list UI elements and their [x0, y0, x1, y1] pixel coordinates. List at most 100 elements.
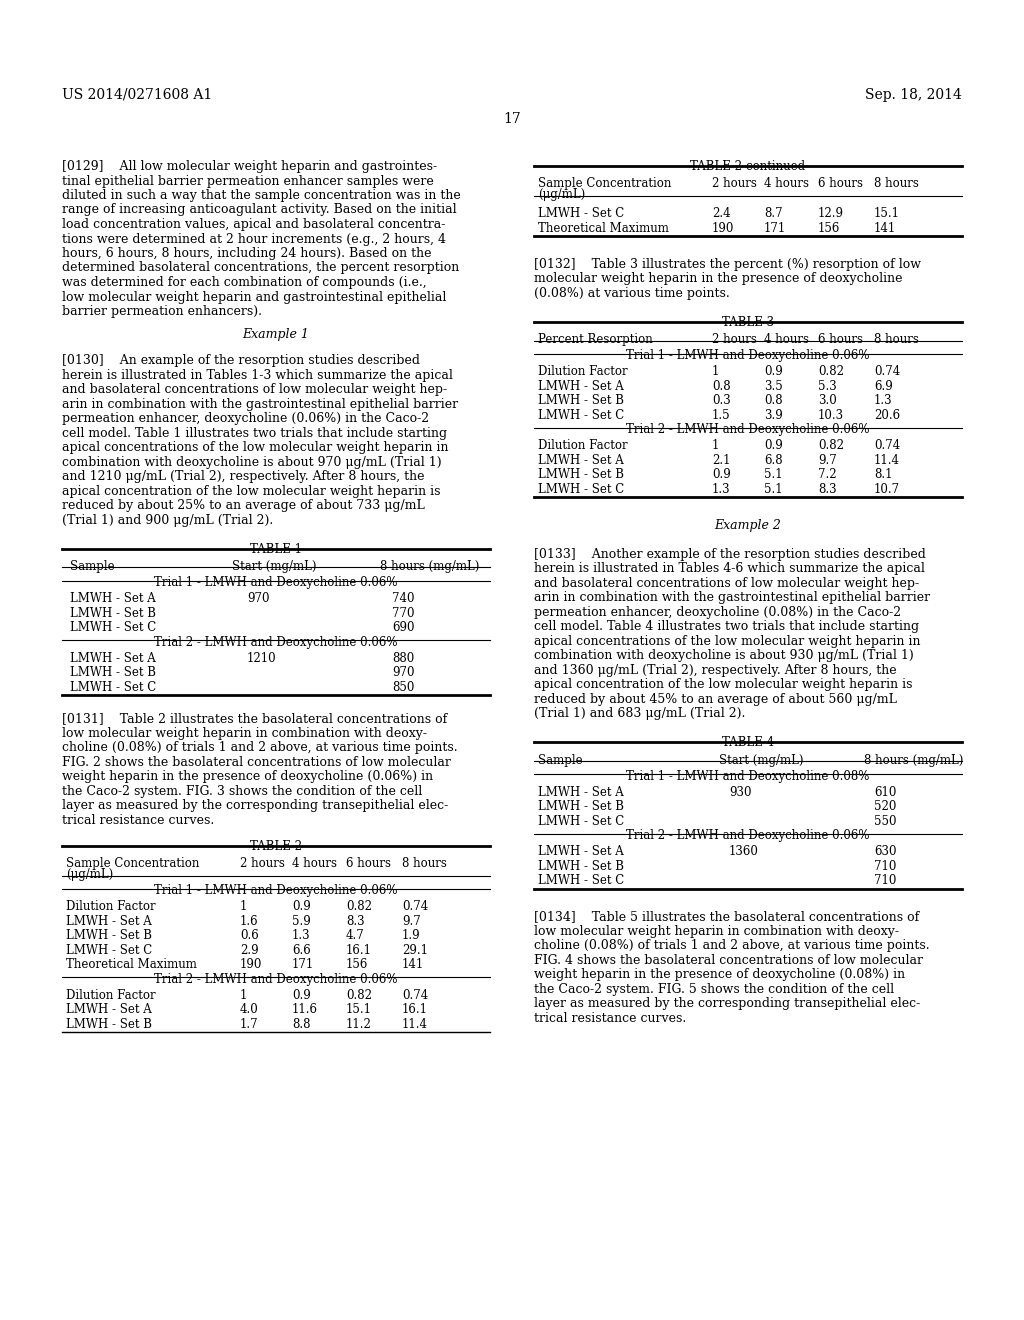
Text: 16.1: 16.1 — [346, 944, 372, 957]
Text: Dilution Factor: Dilution Factor — [538, 366, 628, 378]
Text: 630: 630 — [874, 845, 896, 858]
Text: 17: 17 — [503, 112, 521, 125]
Text: layer as measured by the corresponding transepithelial elec-: layer as measured by the corresponding t… — [62, 800, 449, 812]
Text: 6.6: 6.6 — [292, 944, 310, 957]
Text: 610: 610 — [874, 785, 896, 799]
Text: TABLE 1: TABLE 1 — [250, 543, 302, 556]
Text: 11.2: 11.2 — [346, 1018, 372, 1031]
Text: permeation enhancer, deoxycholine (0.06%) in the Caco-2: permeation enhancer, deoxycholine (0.06%… — [62, 412, 429, 425]
Text: LMWH - Set B: LMWH - Set B — [538, 800, 624, 813]
Text: 141: 141 — [402, 958, 424, 972]
Text: barrier permeation enhancers).: barrier permeation enhancers). — [62, 305, 262, 318]
Text: (Trial 1) and 683 μg/mL (Trial 2).: (Trial 1) and 683 μg/mL (Trial 2). — [534, 708, 745, 721]
Text: [0129]    All low molecular weight heparin and gastrointes-: [0129] All low molecular weight heparin … — [62, 160, 437, 173]
Text: Sample: Sample — [538, 754, 583, 767]
Text: permeation enhancer, deoxycholine (0.08%) in the Caco-2: permeation enhancer, deoxycholine (0.08%… — [534, 606, 901, 619]
Text: 1.6: 1.6 — [240, 915, 259, 928]
Text: 29.1: 29.1 — [402, 944, 428, 957]
Text: and 1360 μg/mL (Trial 2), respectively. After 8 hours, the: and 1360 μg/mL (Trial 2), respectively. … — [534, 664, 897, 677]
Text: reduced by about 45% to an average of about 560 μg/mL: reduced by about 45% to an average of ab… — [534, 693, 897, 706]
Text: 1360: 1360 — [729, 845, 759, 858]
Text: LMWH - Set C: LMWH - Set C — [66, 944, 153, 957]
Text: 0.82: 0.82 — [818, 366, 844, 378]
Text: LMWH - Set B: LMWH - Set B — [66, 929, 152, 942]
Text: 12.9: 12.9 — [818, 207, 844, 220]
Text: 2.4: 2.4 — [712, 207, 731, 220]
Text: LMWH - Set A: LMWH - Set A — [66, 1003, 152, 1016]
Text: 970: 970 — [392, 667, 415, 678]
Text: 6 hours: 6 hours — [818, 177, 863, 190]
Text: 690: 690 — [392, 622, 415, 634]
Text: and basolateral concentrations of low molecular weight hep-: and basolateral concentrations of low mo… — [62, 383, 447, 396]
Text: layer as measured by the corresponding transepithelial elec-: layer as measured by the corresponding t… — [534, 998, 921, 1010]
Text: 9.7: 9.7 — [402, 915, 421, 928]
Text: 4 hours: 4 hours — [764, 333, 809, 346]
Text: 6 hours: 6 hours — [818, 333, 863, 346]
Text: apical concentration of the low molecular weight heparin is: apical concentration of the low molecula… — [62, 484, 440, 498]
Text: 0.74: 0.74 — [402, 989, 428, 1002]
Text: 16.1: 16.1 — [402, 1003, 428, 1016]
Text: Theoretical Maximum: Theoretical Maximum — [66, 958, 197, 972]
Text: 0.8: 0.8 — [712, 380, 731, 392]
Text: LMWH - Set C: LMWH - Set C — [538, 814, 625, 828]
Text: 2 hours: 2 hours — [712, 333, 757, 346]
Text: 20.6: 20.6 — [874, 409, 900, 421]
Text: 8 hours (mg/mL): 8 hours (mg/mL) — [380, 560, 479, 573]
Text: 0.9: 0.9 — [712, 469, 731, 480]
Text: 5.1: 5.1 — [764, 483, 782, 495]
Text: choline (0.08%) of trials 1 and 2 above, at various time points.: choline (0.08%) of trials 1 and 2 above,… — [534, 940, 930, 952]
Text: Percent Resorption: Percent Resorption — [538, 333, 652, 346]
Text: 5.1: 5.1 — [764, 469, 782, 480]
Text: molecular weight heparin in the presence of deoxycholine: molecular weight heparin in the presence… — [534, 272, 902, 285]
Text: trical resistance curves.: trical resistance curves. — [534, 1012, 686, 1024]
Text: TABLE 4: TABLE 4 — [722, 737, 774, 750]
Text: 7.2: 7.2 — [818, 469, 837, 480]
Text: low molecular weight heparin in combination with deoxy-: low molecular weight heparin in combinat… — [62, 727, 427, 741]
Text: LMWH - Set A: LMWH - Set A — [538, 380, 624, 392]
Text: Sep. 18, 2014: Sep. 18, 2014 — [865, 88, 962, 102]
Text: 4 hours: 4 hours — [292, 858, 337, 870]
Text: 0.6: 0.6 — [240, 929, 259, 942]
Text: 880: 880 — [392, 652, 415, 664]
Text: 6.9: 6.9 — [874, 380, 893, 392]
Text: 11.4: 11.4 — [402, 1018, 428, 1031]
Text: low molecular weight heparin in combination with deoxy-: low molecular weight heparin in combinat… — [534, 925, 899, 939]
Text: (Trial 1) and 900 μg/mL (Trial 2).: (Trial 1) and 900 μg/mL (Trial 2). — [62, 513, 273, 527]
Text: 15.1: 15.1 — [346, 1003, 372, 1016]
Text: 770: 770 — [392, 607, 415, 619]
Text: 0.82: 0.82 — [818, 440, 844, 453]
Text: LMWH - Set C: LMWH - Set C — [538, 409, 625, 421]
Text: 2 hours: 2 hours — [240, 858, 285, 870]
Text: Dilution Factor: Dilution Factor — [66, 989, 156, 1002]
Text: range of increasing anticoagulant activity. Based on the initial: range of increasing anticoagulant activi… — [62, 203, 457, 216]
Text: 4.0: 4.0 — [240, 1003, 259, 1016]
Text: combination with deoxycholine is about 930 μg/mL (Trial 1): combination with deoxycholine is about 9… — [534, 649, 913, 663]
Text: trical resistance curves.: trical resistance curves. — [62, 814, 214, 826]
Text: 930: 930 — [729, 785, 752, 799]
Text: 8 hours: 8 hours — [874, 333, 919, 346]
Text: combination with deoxycholine is about 970 μg/mL (Trial 1): combination with deoxycholine is about 9… — [62, 455, 441, 469]
Text: 2 hours: 2 hours — [712, 177, 757, 190]
Text: 0.9: 0.9 — [764, 366, 782, 378]
Text: 710: 710 — [874, 859, 896, 873]
Text: cell model. Table 4 illustrates two trials that include starting: cell model. Table 4 illustrates two tria… — [534, 620, 920, 634]
Text: tions were determined at 2 hour increments (e.g., 2 hours, 4: tions were determined at 2 hour incremen… — [62, 232, 446, 246]
Text: LMWH - Set C: LMWH - Set C — [538, 874, 625, 887]
Text: 9.7: 9.7 — [818, 454, 837, 467]
Text: load concentration values, apical and basolateral concentra-: load concentration values, apical and ba… — [62, 218, 445, 231]
Text: 8.3: 8.3 — [818, 483, 837, 495]
Text: 5.9: 5.9 — [292, 915, 310, 928]
Text: TABLE 2: TABLE 2 — [250, 840, 302, 853]
Text: 550: 550 — [874, 814, 896, 828]
Text: Start (mg/mL): Start (mg/mL) — [719, 754, 804, 767]
Text: 10.7: 10.7 — [874, 483, 900, 495]
Text: arin in combination with the gastrointestinal epithelial barrier: arin in combination with the gastrointes… — [534, 591, 930, 605]
Text: apical concentrations of the low molecular weight heparin in: apical concentrations of the low molecul… — [534, 635, 921, 648]
Text: 1.7: 1.7 — [240, 1018, 259, 1031]
Text: [0132]    Table 3 illustrates the percent (%) resorption of low: [0132] Table 3 illustrates the percent (… — [534, 257, 921, 271]
Text: 4 hours: 4 hours — [764, 177, 809, 190]
Text: Dilution Factor: Dilution Factor — [538, 440, 628, 453]
Text: LMWH - Set A: LMWH - Set A — [538, 845, 624, 858]
Text: 0.82: 0.82 — [346, 989, 372, 1002]
Text: 8.8: 8.8 — [292, 1018, 310, 1031]
